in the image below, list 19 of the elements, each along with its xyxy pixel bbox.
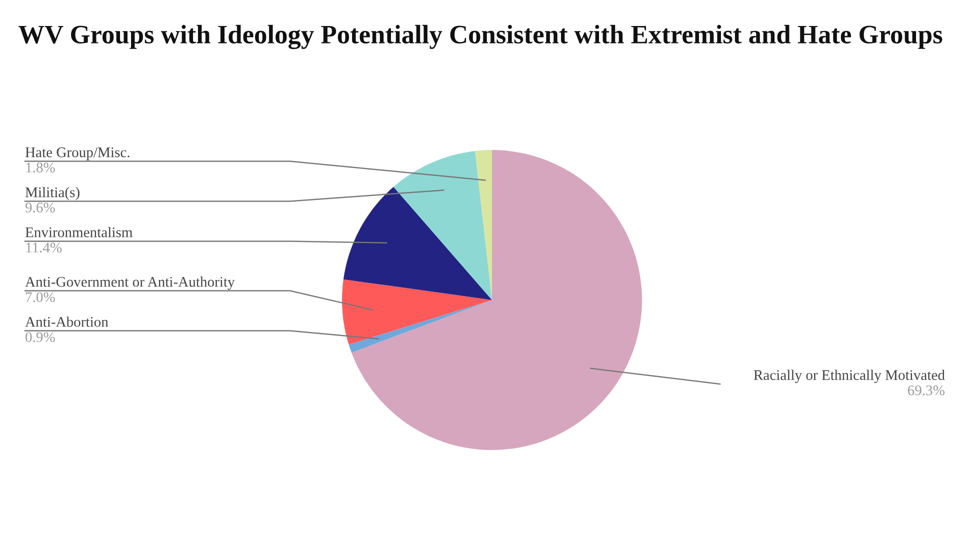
pie-slice: [343, 186, 492, 300]
data-label: 9.6%: [25, 202, 55, 213]
pie-slice: [348, 300, 492, 353]
pie-slice: [475, 150, 492, 300]
slice-label: Environmentalism: [25, 226, 133, 238]
slice-label: Anti-Abortion: [25, 316, 108, 327]
slice-label: Anti-Government or Anti-Authority: [25, 276, 235, 290]
slice-label: Racially or Ethnically Motivated: [754, 370, 945, 383]
data-label: 69.3%: [908, 385, 945, 396]
slice-label: Militia(s): [25, 186, 80, 200]
data-label: 11.4%: [26, 242, 62, 253]
pie-slice: [342, 279, 492, 345]
data-label: 0.9%: [26, 332, 55, 342]
pie-slice: [352, 150, 642, 450]
chart-title: WV Groups with Ideology Potentially Consistent with Extremist and Hate Groups: [18, 24, 942, 50]
data-label: 1.8%: [26, 162, 55, 173]
pie-slice: [394, 150, 492, 300]
slice-label: Hate Group/Misc.: [25, 147, 130, 160]
data-label: 7.0%: [26, 292, 55, 302]
